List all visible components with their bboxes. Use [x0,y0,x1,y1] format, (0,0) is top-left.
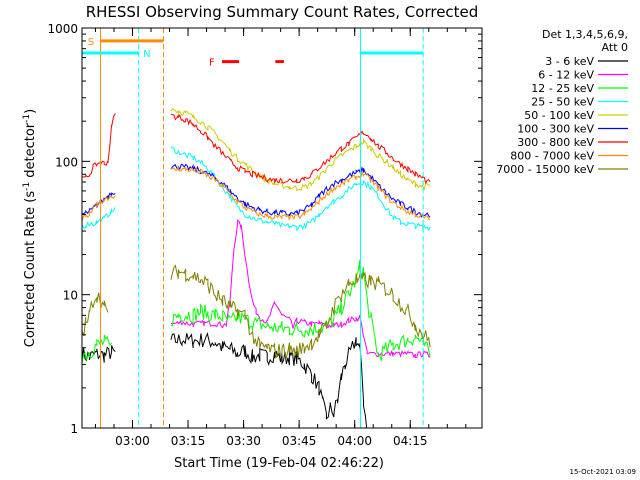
y-tick-label-1: 1 [70,422,78,436]
series-layer [82,108,431,428]
series-line-7 [82,113,431,185]
series-line-9 [82,264,431,359]
legend-label-5: 50 - 100 keV [524,109,594,122]
series-line-3 [82,260,431,364]
timestamp: 15-Oct-2021 03:09 [570,468,636,476]
chart-title: RHESSI Observing Summary Count Rates, Co… [86,3,479,21]
legend-label-2: 6 - 12 keV [538,69,594,82]
series-line-8 [82,166,431,221]
legend-label-6: 100 - 300 keV [517,123,594,136]
y-axis-label: Corrected Count Rate (s-1 detector-1) [22,109,38,347]
x-tick-label-1: 03:00 [115,434,150,448]
flag-label-f: F [209,58,215,69]
x-tick-label-2: 03:15 [171,434,206,448]
x-axis-ticks: 03:00 03:15 03:30 03:45 04:00 04:15 [94,28,467,448]
plot-frame [81,27,483,429]
x-tick-label-3: 03:30 [226,434,261,448]
x-axis-label: Start Time (19-Feb-04 02:46:22) [174,456,384,471]
legend-header-att: Att 0 [602,41,628,54]
flag-label-s: S [88,37,94,48]
vertical-markers [100,28,424,428]
x-tick-label-5: 04:00 [337,434,372,448]
x-tick-label-6: 04:15 [393,434,428,448]
series-line-2 [170,219,431,359]
y-tick-label-3: 100 [55,155,78,169]
legend-header-det: Det 1,3,4,5,6,9, [542,28,628,41]
flag-label-n: N [143,49,150,60]
legend-label-3: 12 - 25 keV [531,82,594,95]
legend-label-4: 25 - 50 keV [531,96,594,109]
legend-label-1: 3 - 6 keV [545,55,594,68]
y-axis-ticks: 1 10 100 1000 [47,22,482,436]
series-line-5 [170,108,431,192]
flag-bars: S N F [82,37,424,69]
y-tick-label-2: 10 [63,289,78,303]
legend-label-9: 7000 - 15000 keV [496,163,594,176]
legend-label-7: 300 - 800 keV [517,136,594,149]
x-tick-label-4: 03:45 [282,434,317,448]
y-tick-label-4: 1000 [47,22,78,36]
legend-label-8: 800 - 7000 keV [510,150,594,163]
